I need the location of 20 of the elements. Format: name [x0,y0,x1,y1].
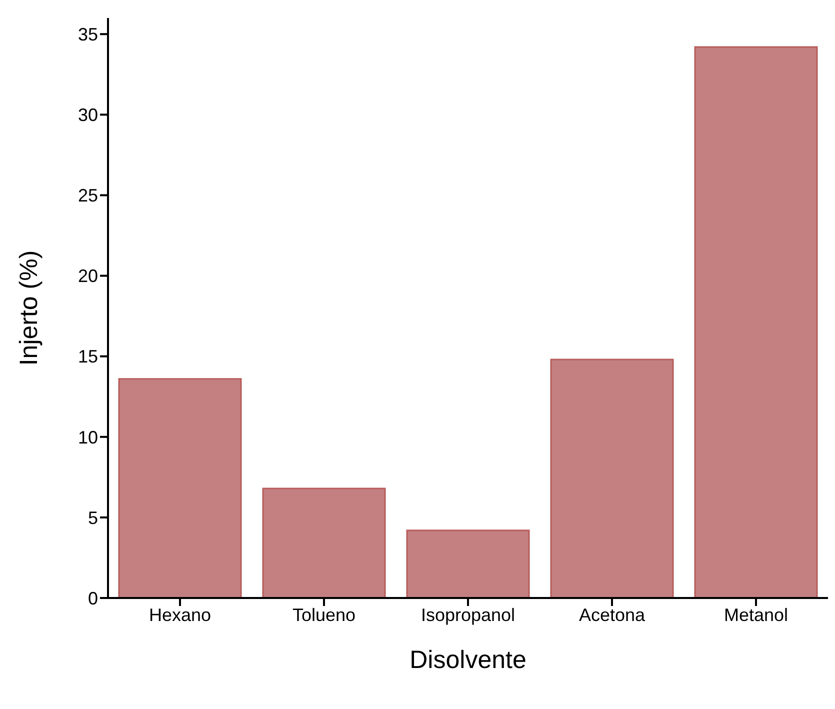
x-tick-label: Metanol [724,604,788,625]
x-tick-label: Hexano [148,604,212,625]
y-tick-label: 25 [78,186,98,206]
y-tick-label: 0 [88,588,98,608]
bar [118,378,242,598]
bar [550,358,674,598]
x-tick-label: Tolueno [292,604,356,625]
x-tick-label: Isopropanol [420,604,516,625]
y-tick-label: 5 [88,508,98,528]
y-tick-label: 30 [78,105,98,126]
x-tick-label: Acetona [578,604,646,625]
y-tick-label: 35 [78,24,98,44]
y-tick-label: 20 [78,266,98,286]
y-axis-title: Injerto (%) [14,250,43,366]
x-axis-title: Disolvente [410,646,526,674]
y-tick-label: 15 [78,346,98,367]
bar [406,530,530,598]
y-tick-label: 10 [78,427,98,448]
bar [262,488,386,598]
bar [694,46,818,598]
